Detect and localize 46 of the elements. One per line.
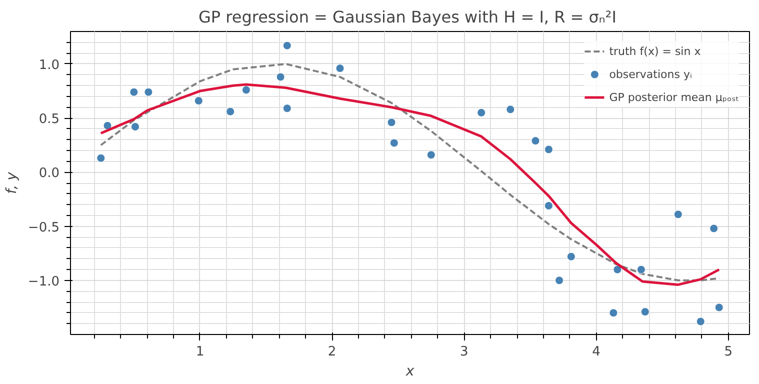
point [276, 72, 285, 82]
point [387, 118, 396, 127]
point [336, 64, 344, 73]
x-tick-label: 1 [196, 344, 204, 360]
x-tick-label: 5 [724, 344, 733, 360]
point [390, 138, 398, 148]
point [144, 88, 153, 96]
point [544, 201, 553, 210]
point [544, 145, 553, 154]
point [242, 86, 250, 94]
point [282, 104, 292, 113]
point [282, 41, 292, 50]
y-tick-label: 1.0 [38, 58, 60, 73]
point [194, 96, 203, 105]
point [696, 317, 705, 326]
legend-label: GP posterior mean μₚₒₛₜ [609, 90, 739, 104]
legend-label: observations yᵢ [609, 68, 692, 80]
point [226, 107, 235, 116]
x-axis-title: x [404, 364, 415, 380]
point [640, 308, 650, 316]
y-tick-label: 0.5 [38, 112, 60, 128]
point [103, 121, 112, 130]
point [531, 136, 540, 146]
point [613, 265, 622, 274]
point [426, 150, 436, 160]
x-tick-label: 2 [328, 344, 336, 360]
point [130, 122, 140, 131]
y-tick-label: −1.0 [28, 274, 60, 290]
y-axis-title: f, y [4, 171, 20, 194]
point [96, 154, 106, 162]
point [130, 88, 138, 96]
legend-label: truth f(x) = sin x [609, 44, 701, 58]
y-tick-label: 0.0 [38, 166, 60, 182]
point [674, 210, 682, 219]
point [555, 276, 564, 285]
point [566, 252, 576, 261]
point [506, 105, 515, 114]
chart-title: GP regression = Gaussian Bayes with H = I, R = σₙ²I [198, 8, 616, 26]
y-tick-label: −0.5 [28, 220, 60, 236]
point [477, 108, 486, 117]
x-tick-label: 3 [460, 344, 468, 360]
point [714, 303, 724, 312]
point [636, 265, 646, 274]
point [609, 308, 618, 318]
point [710, 224, 718, 233]
x-tick-label: 4 [592, 344, 600, 360]
